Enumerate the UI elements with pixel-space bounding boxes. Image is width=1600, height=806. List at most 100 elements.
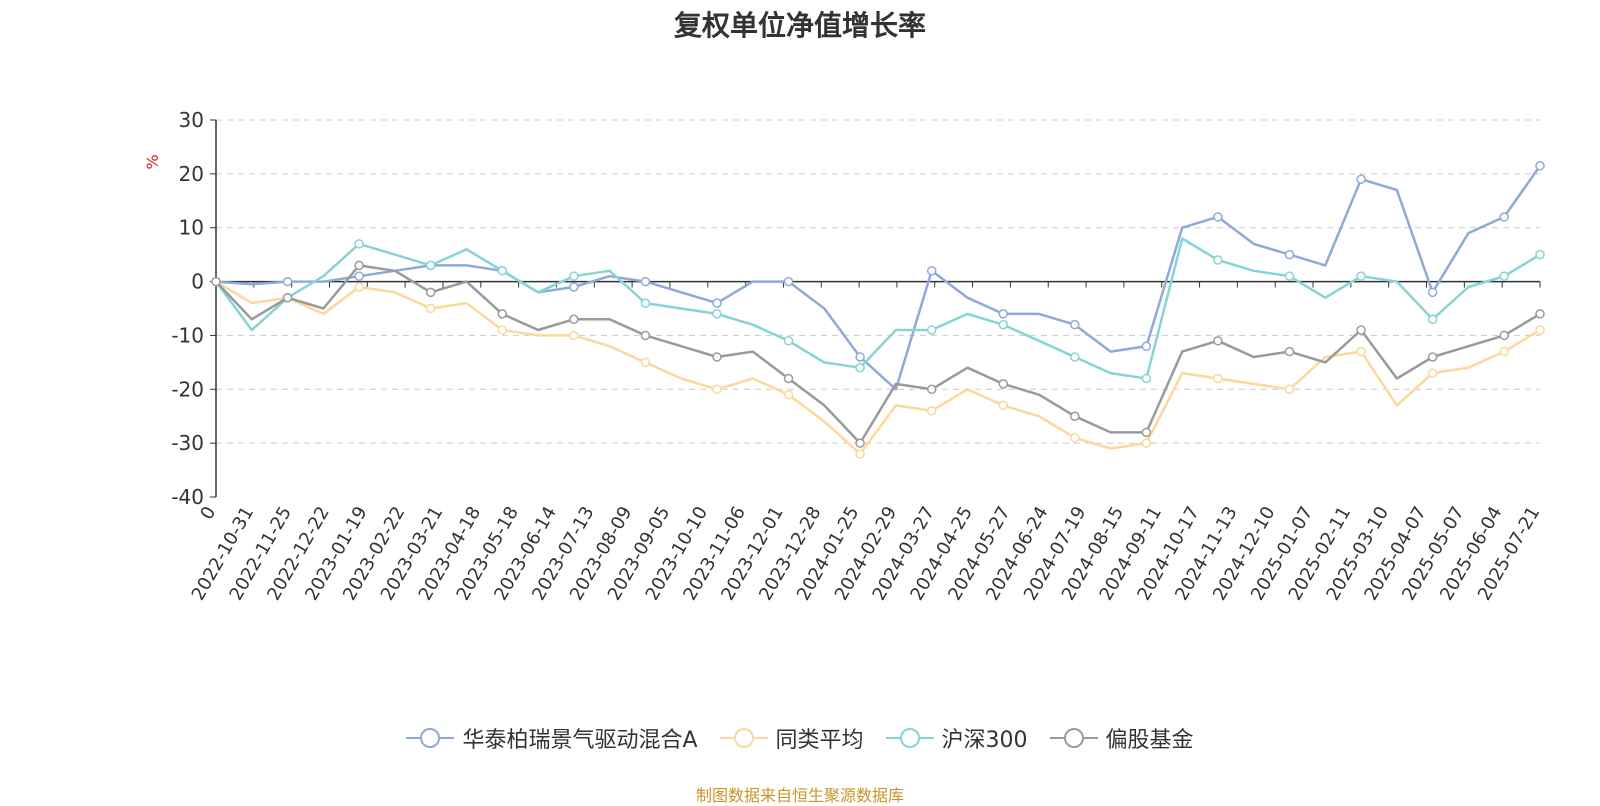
series-point [1535, 249, 1545, 260]
series-point [354, 239, 364, 249]
series-point [1284, 249, 1295, 260]
series-point [1070, 433, 1080, 443]
series-point [783, 389, 794, 400]
legend-item-fund[interactable]: 华泰柏瑞景气驱动混合A [406, 722, 698, 754]
series-point [425, 260, 436, 271]
y-tick-label: -10 [171, 323, 204, 347]
series-point [1141, 341, 1152, 351]
series-point [1427, 352, 1438, 362]
series-point [1070, 411, 1080, 421]
legend-item-equity-fund[interactable]: 偏股基金 [1049, 722, 1194, 754]
x-tick-label: 0 [196, 503, 220, 523]
series-point [998, 379, 1008, 389]
series-point [1213, 255, 1223, 265]
series-point [1284, 384, 1295, 395]
series-point [640, 330, 651, 341]
series-point [640, 357, 651, 368]
series-point [926, 266, 937, 276]
series-point [497, 266, 508, 276]
series-point [1070, 319, 1080, 330]
legend-marker-icon [719, 728, 768, 748]
series-point [712, 384, 722, 395]
series-point [1141, 427, 1152, 438]
chart-legend: 华泰柏瑞景气驱动混合A 同类平均 沪深300 偏股基金 [0, 722, 1600, 754]
series-point [855, 438, 865, 448]
legend-marker-icon [885, 728, 934, 748]
series-point [712, 352, 722, 362]
series-point [1427, 287, 1438, 298]
line-chart: 3020100-10-20-30-40%02022-10-312022-11-2… [143, 108, 1545, 604]
series-point [1213, 336, 1223, 346]
source-note: 制图数据来自恒生聚源数据库 [695, 786, 904, 805]
series-point [998, 319, 1008, 330]
series-point [998, 309, 1008, 319]
series-point [1141, 373, 1152, 384]
series-point [1535, 325, 1545, 335]
legend-label: 华泰柏瑞景气驱动混合A [462, 728, 698, 753]
series-point [569, 271, 579, 281]
series-point [855, 362, 865, 373]
legend-label: 偏股基金 [1105, 728, 1194, 753]
series-point [1499, 271, 1509, 281]
legend-marker-icon [1049, 728, 1098, 748]
y-tick-label: 30 [179, 108, 204, 132]
legend-marker-icon [406, 728, 455, 748]
series-point [1284, 271, 1295, 281]
series-point [1356, 174, 1366, 184]
series-point [998, 400, 1008, 411]
series-point [1356, 325, 1366, 335]
series-point [1499, 212, 1509, 222]
series-point [712, 298, 722, 308]
series-point [282, 276, 293, 287]
series-point [569, 282, 579, 292]
series-point [926, 406, 937, 416]
series-point [640, 298, 651, 308]
series-point [640, 276, 651, 287]
series-line-3 [215, 264, 1541, 445]
series-point [354, 271, 364, 281]
series-point [926, 384, 937, 395]
series-point [1499, 330, 1509, 341]
series-point [783, 373, 794, 384]
series-point [282, 292, 293, 303]
series-point [855, 352, 865, 362]
series-point [1535, 161, 1545, 171]
y-axis-label: % [143, 154, 162, 169]
series-point [783, 336, 794, 346]
y-tick-label: -30 [171, 431, 204, 455]
series-point [1499, 346, 1509, 357]
series-point [497, 325, 508, 335]
series-point [1213, 373, 1223, 384]
legend-item-csi300[interactable]: 沪深300 [885, 722, 1028, 754]
legend-item-peer-average[interactable]: 同类平均 [719, 722, 864, 754]
series-point [1070, 352, 1080, 362]
series-point [1141, 438, 1152, 448]
series-point [211, 276, 221, 287]
series-point [354, 282, 364, 292]
series-line-0 [215, 165, 1542, 391]
series-point [1427, 368, 1438, 378]
y-tick-label: -20 [171, 377, 204, 401]
series-point [1535, 309, 1545, 319]
series-point [855, 449, 865, 459]
series-point [1427, 314, 1438, 325]
series-point [712, 309, 722, 319]
legend-label: 沪深300 [941, 728, 1028, 753]
series-point [569, 330, 579, 341]
y-tick-label: -40 [171, 485, 204, 509]
y-tick-label: 10 [179, 216, 204, 240]
series-line-2 [214, 237, 1541, 380]
y-tick-label: 20 [179, 162, 204, 186]
chart-title: 复权单位净值增长率 [673, 9, 926, 42]
series-line-1 [215, 280, 1541, 456]
series-point [1213, 212, 1223, 222]
series-point [569, 314, 579, 325]
series-point [425, 303, 436, 314]
series-point [425, 287, 436, 298]
series-point [1356, 271, 1366, 281]
legend-label: 同类平均 [775, 728, 864, 753]
series-point [783, 276, 794, 287]
series-point [926, 325, 937, 335]
series-point [497, 309, 508, 319]
y-tick-label: 0 [191, 270, 204, 294]
